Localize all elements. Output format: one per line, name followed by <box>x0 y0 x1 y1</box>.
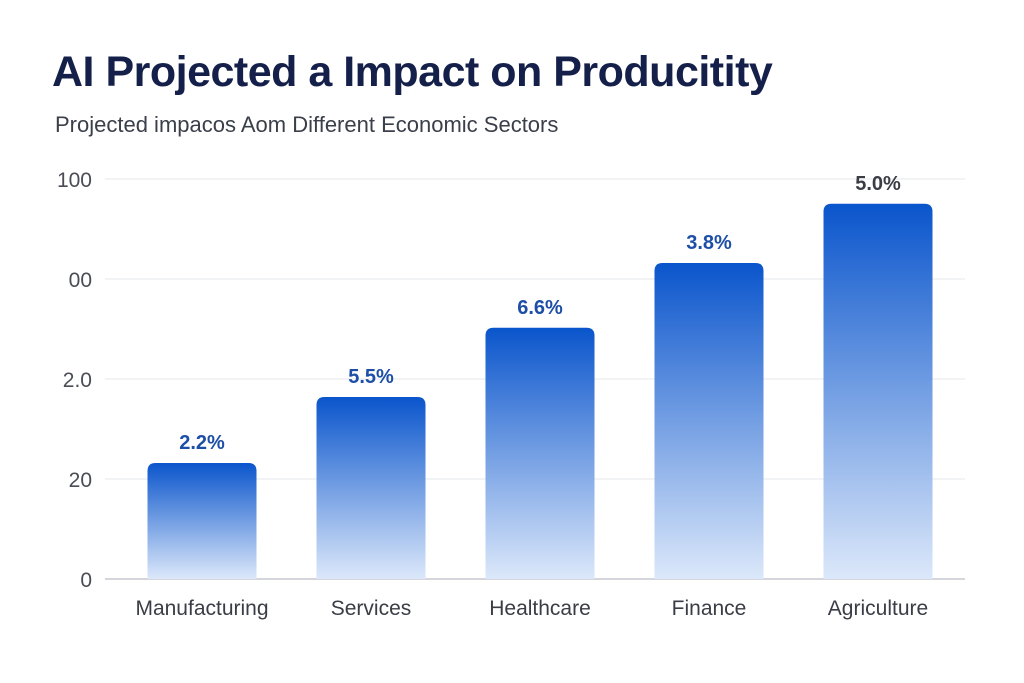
y-tick-label: 0 <box>80 569 92 592</box>
x-tick-label: Manufacturing <box>135 597 268 620</box>
bar-manufacturing <box>147 463 257 579</box>
data-label: 3.8% <box>686 232 732 254</box>
data-label: 5.5% <box>348 366 394 388</box>
chart-subtitle: Projected impacos Aom Different Economic… <box>55 112 559 137</box>
x-tick-label: Services <box>331 597 412 620</box>
y-tick-label: 2.0 <box>63 369 92 392</box>
bars: 2.2% 5.5% 6.6% 3.8% 5.0% <box>147 173 933 580</box>
y-tick-label: 100 <box>57 169 92 192</box>
bar-services <box>316 397 426 579</box>
y-tick-label: 00 <box>69 269 92 292</box>
data-label: 2.2% <box>179 432 225 454</box>
data-label: 6.6% <box>517 297 563 319</box>
x-axis: Manufacturing Services Healthcare Finance Ag… <box>135 597 928 620</box>
bar-agriculture <box>823 203 933 580</box>
y-tick-label: 20 <box>69 469 92 492</box>
y-axis: 0 20 2.0 00 100 <box>57 169 92 592</box>
bar-finance <box>654 263 764 579</box>
chart-title: AI Projected a Impact on Producitity <box>52 48 773 96</box>
x-tick-label: Agriculture <box>828 597 928 620</box>
data-label: 5.0% <box>855 173 901 195</box>
x-tick-label: Healthcare <box>489 597 591 620</box>
x-tick-label: Finance <box>672 597 747 620</box>
bar-healthcare <box>485 327 595 579</box>
